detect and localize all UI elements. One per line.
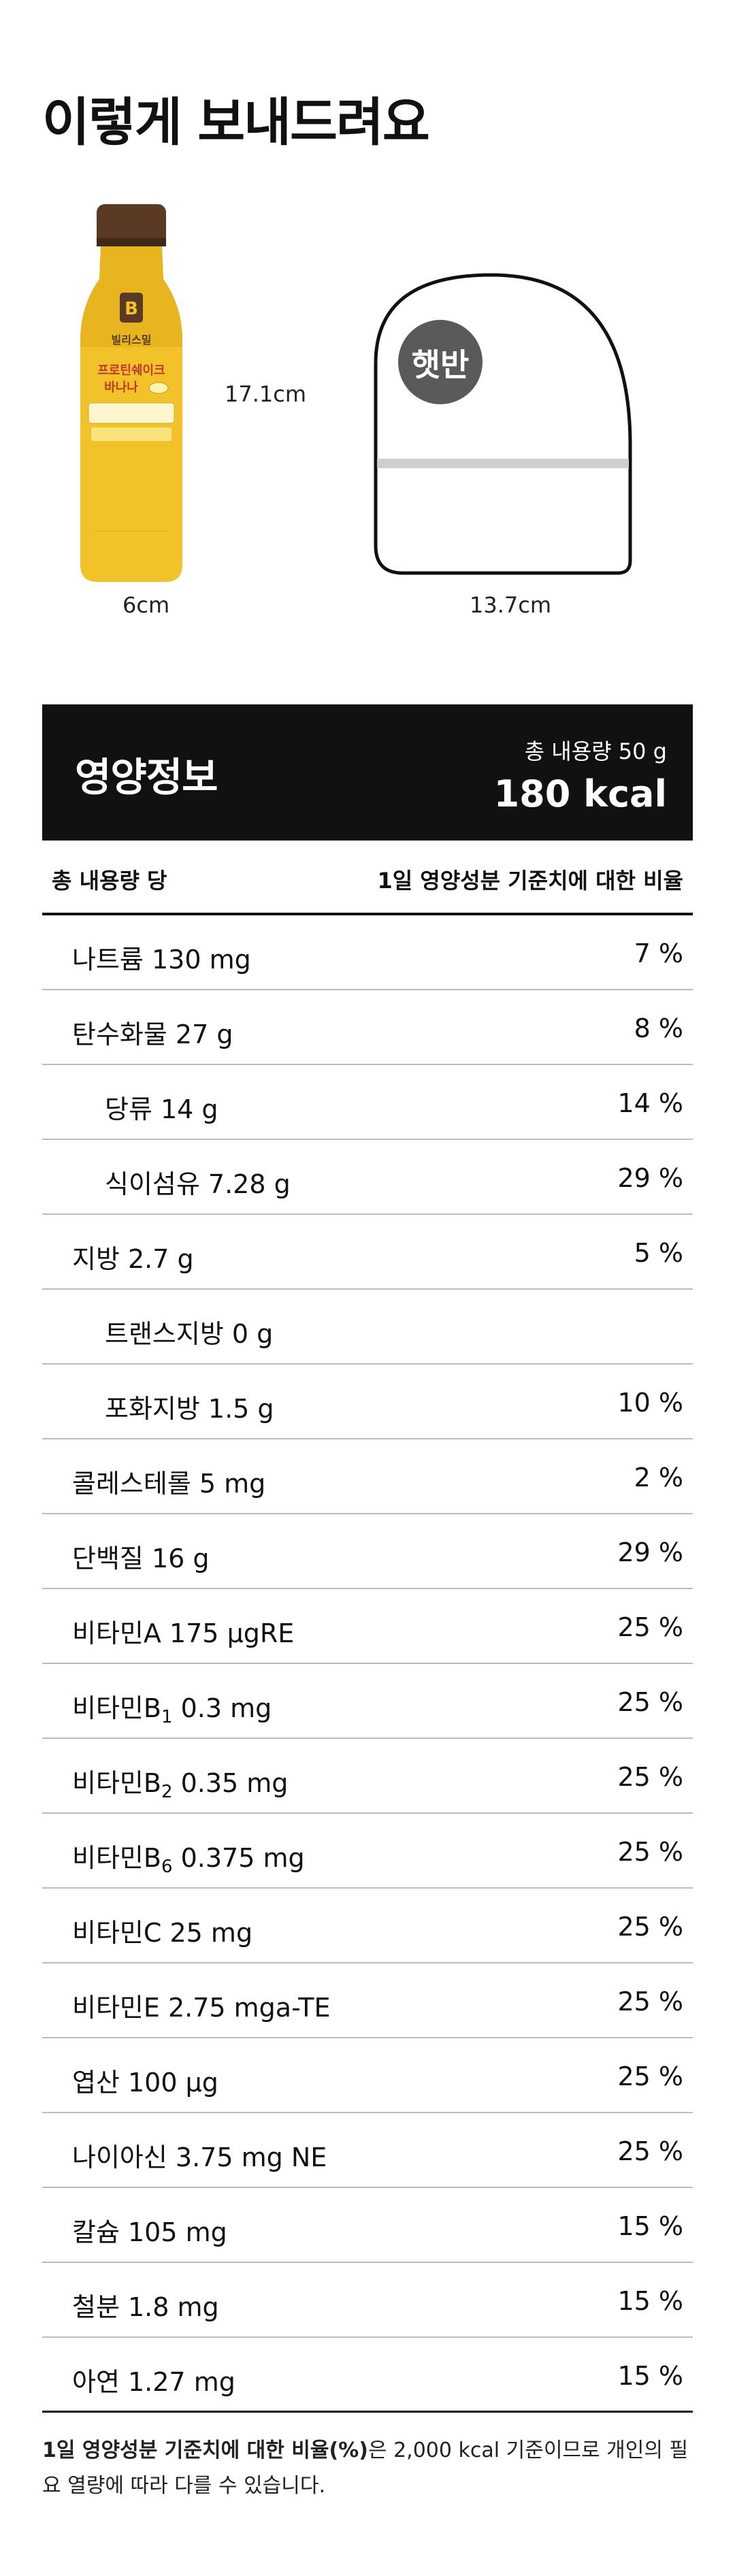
nutrient-percent: 14 % [617,1088,683,1118]
nutrient-name: 트랜스지방 0 g [105,1319,274,1349]
table-row: 비타민B6 0.375 mg 25 % [42,1814,693,1889]
nutrient-name: 단백질 16 g [72,1544,210,1574]
nutrient-percent: 25 % [617,1912,683,1942]
nutrient-name: 아연 1.27 mg [72,2367,235,2397]
table-row: 철분 1.8 mg 15 % [42,2263,693,2338]
nutrient-percent: 29 % [617,1163,683,1193]
nutrient-name-prefix: 비타민B [72,1693,161,1723]
table-row: 엽산 100 μg 25 % [42,2038,693,2113]
bottle-height-label: 17.1cm [225,381,307,407]
nutrition-footnote: 1일 영양성분 기준치에 대한 비율(%)은 2,000 kcal 기준이므로 … [42,2433,696,2504]
bottle-brand-text: 빌리스밀 [112,333,152,346]
table-row: 트랜스지방 0 g [42,1290,693,1365]
table-row: 칼슘 105 mg 15 % [42,2188,693,2263]
protein-shake-bottle-image: B 빌리스밀 프로틴쉐이크 바나나 [80,204,182,582]
table-row: 나트륨 130 mg 7 % [42,915,693,990]
nutrient-name-prefix: 비타민B [72,1768,161,1798]
nutrient-name-subscript: 2 [161,1782,173,1802]
nutrient-percent: 7 % [634,939,683,968]
nutrient-name: 비타민B1 0.3 mg [72,1687,272,1727]
nutrient-percent: 15 % [617,2286,683,2316]
table-row: 당류 14 g 14 % [42,1065,693,1140]
nutrient-name-subscript: 6 [161,1857,173,1877]
nutrient-percent: 2 % [634,1463,683,1493]
table-row: 아연 1.27 mg 15 % [42,2338,693,2413]
nutrient-name: 비타민A 175 μgRE [72,1618,295,1648]
nutrient-name: 콜레스테롤 5 mg [72,1469,266,1499]
nutrient-name-suffix: 0.375 mg [172,1843,305,1873]
nutrient-name: 비타민E 2.75 mga-TE [72,1993,331,2023]
nutrient-name: 엽산 100 μg [72,2068,218,2098]
nutrient-name-subscript: 1 [161,1707,173,1727]
nutrient-name: 포화지방 1.5 g [105,1394,274,1424]
nutrient-percent: 25 % [617,1762,683,1792]
footnote-text: 은 2,000 kcal 기준이므로 개인의 필요 열량에 따라 다를 수 있습… [42,2439,689,2498]
table-row: 비타민C 25 mg 25 % [42,1889,693,1963]
column-header-daily-value: 1일 영양성분 기준치에 대한 비율 [377,868,683,894]
nutrient-percent: 25 % [617,1987,683,2017]
table-row: 탄수화물 27 g 8 % [42,990,693,1065]
nutrient-percent: 8 % [634,1013,683,1043]
nutrient-name: 탄수화물 27 g [72,1020,233,1049]
table-row: 비타민A 175 μgRE 25 % [42,1589,693,1664]
table-row: 콜레스테롤 5 mg 2 % [42,1439,693,1514]
rice-box-width-label: 13.7cm [470,592,552,618]
rice-container-outline: 햇반 [355,268,648,581]
page-title: 이렇게 보내드려요 [42,92,430,152]
nutrient-percent: 25 % [617,1687,683,1717]
nutrient-name: 철분 1.8 mg [72,2292,219,2322]
bottle-width-label: 6cm [122,592,170,618]
nutrient-name: 비타민B6 0.375 mg [72,1837,305,1877]
nutrient-percent: 25 % [617,1612,683,1642]
nutrient-name: 비타민C 25 mg [72,1918,253,1948]
nutrient-name: 나이아신 3.75 mg NE [72,2142,327,2172]
nutrient-percent: 10 % [617,1388,683,1418]
nutrient-percent: 5 % [634,1238,683,1268]
nutrient-name: 나트륨 130 mg [72,945,251,975]
nutrient-name-suffix: 0.3 mg [172,1693,272,1723]
nutrition-rows: 나트륨 130 mg 7 % 탄수화물 27 g 8 % 당류 14 g 14 % 식… [42,915,693,2413]
table-row: 포화지방 1.5 g 10 % [42,1365,693,1439]
nutrient-percent: 25 % [617,2061,683,2091]
nutrient-name: 비타민B2 0.35 mg [72,1762,288,1802]
nutrient-name-prefix: 비타민B [72,1843,161,1873]
nutrition-header: 영양정보 총 내용량 50 g 180 kcal [42,704,693,841]
table-row: 식이섬유 7.28 g 29 % [42,1140,693,1215]
nutrient-percent: 29 % [617,1537,683,1567]
column-header-amount: 총 내용량 당 [52,868,167,894]
nutrient-name: 식이섬유 7.28 g [105,1169,291,1199]
table-row: 단백질 16 g 29 % [42,1514,693,1589]
bottle-name-line2: 바나나 [104,380,138,395]
table-row: 비타민B1 0.3 mg 25 % [42,1664,693,1739]
nutrient-percent: 25 % [617,1837,683,1867]
nutrient-name: 당류 14 g [105,1094,218,1124]
bottle-name-line1: 프로틴쉐이크 [97,363,165,378]
nutrient-name: 칼슘 105 mg [72,2217,227,2247]
table-row: 비타민E 2.75 mga-TE 25 % [42,1963,693,2038]
nutrient-name: 지방 2.7 g [72,1244,194,1274]
rice-box-logo-text: 햇반 [412,346,470,383]
product-size-illustration: B 빌리스밀 프로틴쉐이크 바나나 17.1cm 6cm 햇반 13.7cm [0,197,735,633]
table-row: 지방 2.7 g 5 % [42,1215,693,1290]
table-row: 나이아신 3.75 mg NE 25 % [42,2113,693,2188]
nutrient-percent: 25 % [617,2136,683,2166]
nutrition-title: 영양정보 [75,754,218,800]
svg-text:B: B [125,299,138,319]
nutrition-total-amount: 총 내용량 50 g [524,738,667,764]
footnote-bold: 1일 영양성분 기준치에 대한 비율(%) [42,2439,368,2462]
table-row: 비타민B2 0.35 mg 25 % [42,1739,693,1814]
nutrition-column-header: 총 내용량 당 1일 영양성분 기준치에 대한 비율 [42,841,693,915]
nutrient-percent: 15 % [617,2361,683,2391]
nutrition-kcal: 180 kcal [493,772,667,815]
nutrient-name-suffix: 0.35 mg [172,1768,289,1798]
nutrient-percent: 15 % [617,2211,683,2241]
